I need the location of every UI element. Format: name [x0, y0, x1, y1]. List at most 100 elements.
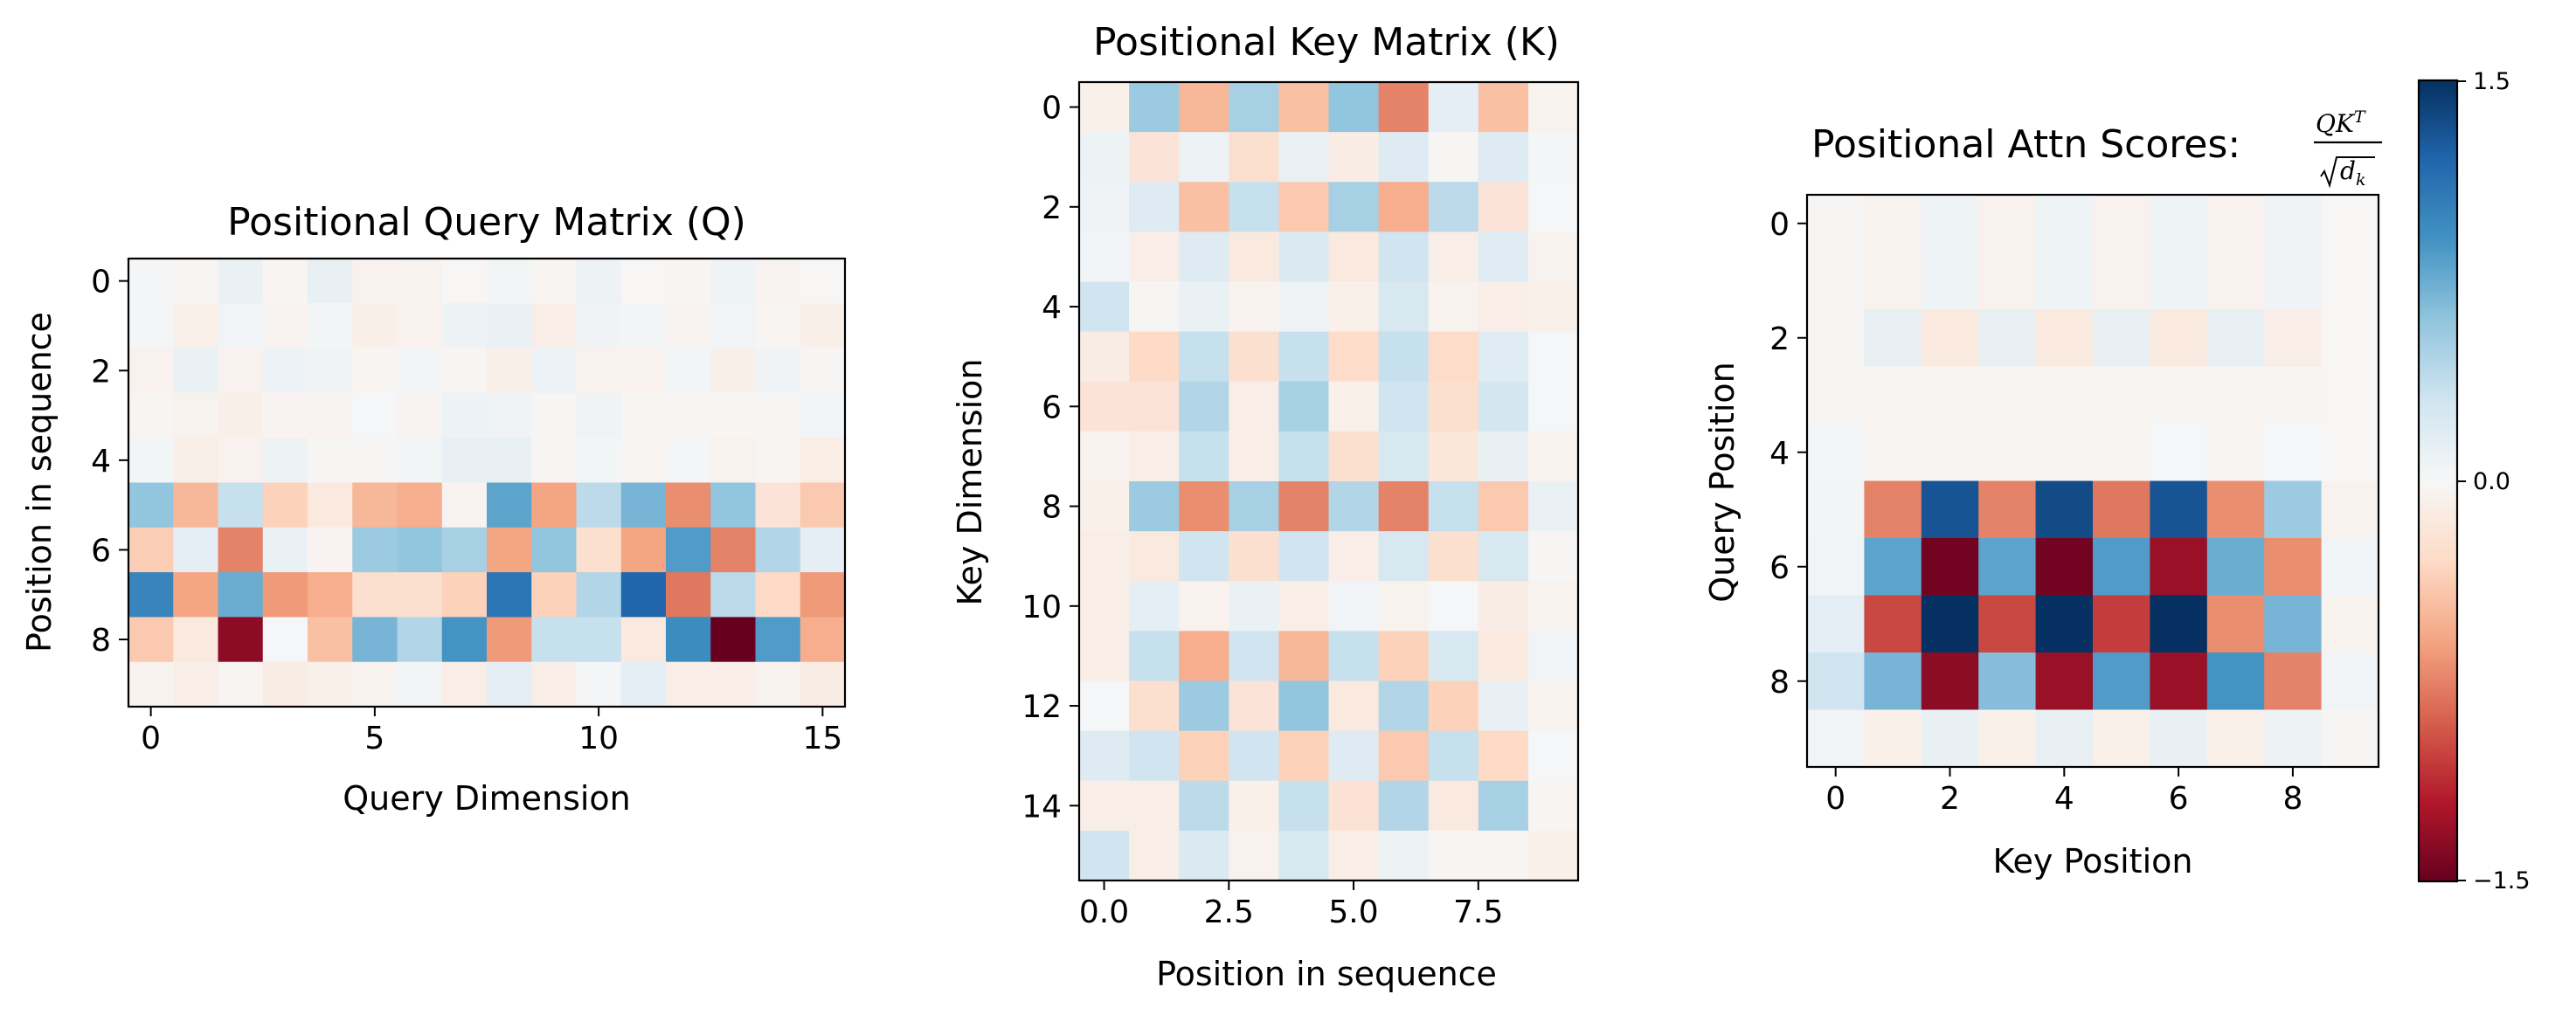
heatmap-cell	[1921, 538, 1979, 597]
heatmap-cell	[441, 392, 488, 438]
heatmap-cell	[262, 527, 308, 573]
heatmap-cell	[800, 527, 846, 573]
heatmap-cell	[2093, 195, 2150, 253]
heatmap-cell	[2150, 309, 2208, 368]
heatmap-cell	[755, 348, 801, 394]
heatmap-cell	[800, 617, 846, 663]
heatmap-cell	[1328, 780, 1380, 832]
heatmap-cell	[2206, 424, 2265, 482]
heatmap-cell	[1428, 132, 1479, 183]
heatmap-cell	[128, 527, 174, 573]
heatmap-cell	[1807, 709, 1865, 768]
heatmap-cell	[1079, 132, 1130, 183]
heatmap-cell	[218, 572, 264, 618]
heatmap-cell	[1807, 195, 1865, 253]
attn-scores-xlabel: Key Position	[1993, 842, 2193, 880]
heatmap-cell	[666, 572, 711, 618]
heatmap-cell	[531, 259, 578, 304]
heatmap-cell	[666, 392, 711, 438]
heatmap-cell	[1378, 231, 1430, 283]
heatmap-cell	[1807, 653, 1865, 711]
heatmap-cell	[755, 438, 801, 484]
heatmap-cell	[666, 661, 711, 708]
heatmap-cell	[352, 572, 398, 618]
heatmap-cell	[1527, 132, 1579, 183]
heatmap-cell	[1378, 481, 1430, 532]
heatmap-cell	[620, 661, 667, 708]
heatmap-cell	[1278, 381, 1330, 432]
heatmap-cell	[1527, 281, 1579, 333]
heatmap-cell	[2206, 309, 2265, 368]
x-tick-label: 7.5	[1453, 894, 1503, 930]
heatmap-cell	[1428, 82, 1479, 133]
heatmap-cell	[1478, 231, 1529, 283]
heatmap-cell	[576, 527, 622, 573]
heatmap-cell	[1428, 780, 1479, 832]
heatmap-cell	[1978, 252, 2037, 310]
heatmap-cell	[576, 348, 622, 394]
heatmap-cell	[2093, 653, 2150, 711]
heatmap-cell	[1428, 231, 1479, 283]
heatmap-cell	[1278, 581, 1330, 632]
heatmap-cell	[1921, 653, 1979, 711]
heatmap-cell	[576, 617, 622, 663]
heatmap-cell	[2264, 538, 2323, 597]
y-tick-label: 12	[1021, 689, 1062, 725]
heatmap-cell	[128, 661, 174, 708]
heatmap-cell	[2321, 709, 2379, 768]
heatmap-cell	[218, 259, 264, 304]
colorbar: 1.5 0.0 −1.5	[2417, 68, 2531, 894]
heatmap-cell	[1527, 481, 1579, 532]
heatmap-cell	[487, 348, 532, 394]
heatmap-cell	[218, 392, 264, 438]
heatmap-cell	[352, 617, 398, 663]
heatmap-cell	[1378, 431, 1430, 482]
heatmap-cell	[262, 438, 308, 484]
heatmap-cell	[1229, 780, 1279, 832]
heatmap-cell	[1478, 381, 1529, 432]
heatmap-cell	[352, 259, 398, 304]
heatmap-cell	[1229, 581, 1279, 632]
heatmap-cell	[1807, 366, 1865, 425]
heatmap-cell	[1079, 182, 1130, 232]
heatmap-cell	[1921, 595, 1979, 653]
heatmap-cell	[397, 617, 443, 663]
heatmap-cell	[1978, 480, 2037, 539]
heatmap-cell	[1428, 381, 1479, 432]
heatmap-cell	[397, 392, 443, 438]
heatmap-cell	[576, 438, 622, 484]
heatmap-cell	[1478, 182, 1529, 232]
x-tick-label: 0	[1825, 781, 1845, 817]
heatmap-cell	[1129, 730, 1180, 782]
query-matrix-frame	[127, 257, 847, 708]
heatmap-cell	[128, 617, 174, 663]
heatmap-cell	[1864, 309, 1922, 368]
heatmap-cell	[397, 572, 443, 618]
heatmap-cell	[1864, 252, 1922, 310]
heatmap-cell	[441, 482, 488, 528]
heatmap-cell	[1428, 680, 1479, 732]
heatmap-cell	[620, 527, 667, 573]
heatmap-cell	[531, 348, 578, 394]
y-tick-label: 4	[91, 444, 111, 480]
heatmap-cell	[173, 392, 219, 438]
heatmap-cell	[2264, 480, 2323, 539]
y-tick-label: 8	[91, 623, 111, 659]
heatmap-cell	[620, 348, 667, 394]
heatmap-cell	[1079, 431, 1130, 482]
heatmap-cell	[1378, 581, 1430, 632]
heatmap-cell	[1378, 730, 1430, 782]
heatmap-cell	[1278, 531, 1330, 582]
attn-scores-ylabel: Query Position	[1703, 362, 1742, 603]
heatmap-cell	[1378, 381, 1430, 432]
heatmap-cell	[1978, 366, 2037, 425]
heatmap-cell	[1864, 480, 1922, 539]
heatmap-cell	[531, 572, 578, 618]
heatmap-cell	[620, 303, 667, 349]
heatmap-cell	[1378, 182, 1430, 232]
heatmap-cell	[1478, 581, 1529, 632]
heatmap-cell	[1527, 680, 1579, 732]
heatmap-cell	[308, 572, 353, 618]
heatmap-cell	[262, 303, 308, 349]
heatmap-cell	[218, 617, 264, 663]
